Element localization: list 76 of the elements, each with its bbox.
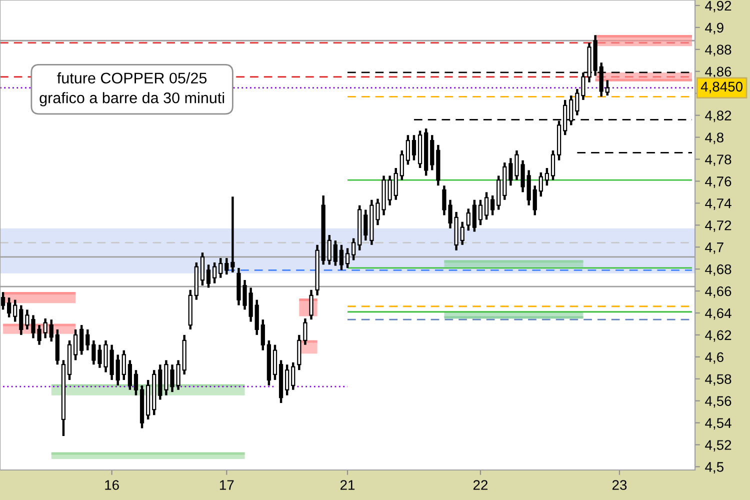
candlestick xyxy=(13,298,18,323)
candlestick xyxy=(345,247,350,270)
candlestick xyxy=(86,328,90,352)
candlestick xyxy=(575,88,580,116)
x-tick-label: 23 xyxy=(612,480,627,490)
candlestick xyxy=(364,208,368,242)
candlestick xyxy=(49,318,54,343)
candlestick xyxy=(406,134,410,166)
annotation: future COPPER 05/25 grafico a barre da 30 minuti xyxy=(40,72,224,106)
candlestick xyxy=(412,134,416,162)
candlestick xyxy=(309,288,314,321)
y-tick-label: 4,58 xyxy=(705,374,732,386)
candlestick xyxy=(460,220,464,246)
candlestick xyxy=(285,363,290,396)
candlestick xyxy=(394,166,398,201)
candlestick xyxy=(134,368,138,396)
y-tick-label: 4,8 xyxy=(705,132,724,144)
candlestick xyxy=(490,194,495,216)
y-tick-label: 4,72 xyxy=(705,220,732,232)
y-tick-label: 4,68 xyxy=(705,264,732,276)
candlestick xyxy=(122,349,126,382)
candlestick xyxy=(333,239,338,267)
candlestick xyxy=(472,198,476,233)
candlestick xyxy=(538,171,543,198)
y-tick-label: 4,92 xyxy=(705,0,732,12)
candlestick xyxy=(291,361,296,391)
candlestick xyxy=(605,79,610,97)
y-tick-label: 4,78 xyxy=(705,154,732,166)
x-tick-label: 16 xyxy=(105,480,119,490)
candlestick xyxy=(218,256,223,279)
y-tick-label: 4,88 xyxy=(705,44,732,56)
y-tick-label: 4,7 xyxy=(705,242,724,254)
candlestick xyxy=(230,195,235,274)
candlestick xyxy=(532,184,537,216)
candlestick xyxy=(19,304,24,336)
candlestick xyxy=(43,317,48,340)
y-tick-label: 4,6 xyxy=(705,352,724,364)
y-tick-label: 4,64 xyxy=(705,308,732,320)
y-tick-label: 4,54 xyxy=(705,418,732,430)
candlestick xyxy=(200,251,205,287)
y-tick-label: 4,82 xyxy=(705,110,732,122)
y-tick-label: 4,66 xyxy=(705,286,732,298)
y-tick-label: 4,56 xyxy=(705,396,732,408)
candlestick xyxy=(466,208,470,232)
candlestick xyxy=(327,234,332,266)
candlestick xyxy=(0,290,6,311)
candlestick xyxy=(388,174,392,206)
candlestick xyxy=(128,359,132,391)
y-tick-label: 4,52 xyxy=(705,440,732,452)
y-tick-label: 4,74 xyxy=(705,198,732,210)
candlestick xyxy=(351,237,356,262)
candlestick xyxy=(116,354,120,387)
y-tick-label: 4,76 xyxy=(705,176,732,188)
ref-line-label: 4,8450 xyxy=(700,82,743,94)
candlestick xyxy=(260,318,265,352)
candlestick xyxy=(224,256,229,276)
candlestick xyxy=(80,324,84,356)
x-tick-label: 22 xyxy=(473,480,488,490)
candlestick xyxy=(206,264,211,289)
candlestick xyxy=(73,328,78,362)
candlestick xyxy=(484,191,489,221)
x-tick-label: 21 xyxy=(340,480,355,490)
y-tick-label: 4,86 xyxy=(705,66,732,78)
candlestick xyxy=(544,166,550,187)
candlestick xyxy=(92,339,96,366)
candlestick xyxy=(303,317,308,346)
candlestick xyxy=(212,261,217,284)
candlestick xyxy=(550,149,556,182)
y-tick-label: 4,62 xyxy=(705,330,732,342)
candlestick xyxy=(339,244,344,272)
y-tick-label: 4,5 xyxy=(705,462,724,474)
candlestick xyxy=(400,149,404,182)
y-tick-label: 4,9 xyxy=(705,22,724,34)
candlestick xyxy=(7,296,12,318)
x-tick-label: 17 xyxy=(220,480,234,490)
candlestick xyxy=(478,198,483,226)
